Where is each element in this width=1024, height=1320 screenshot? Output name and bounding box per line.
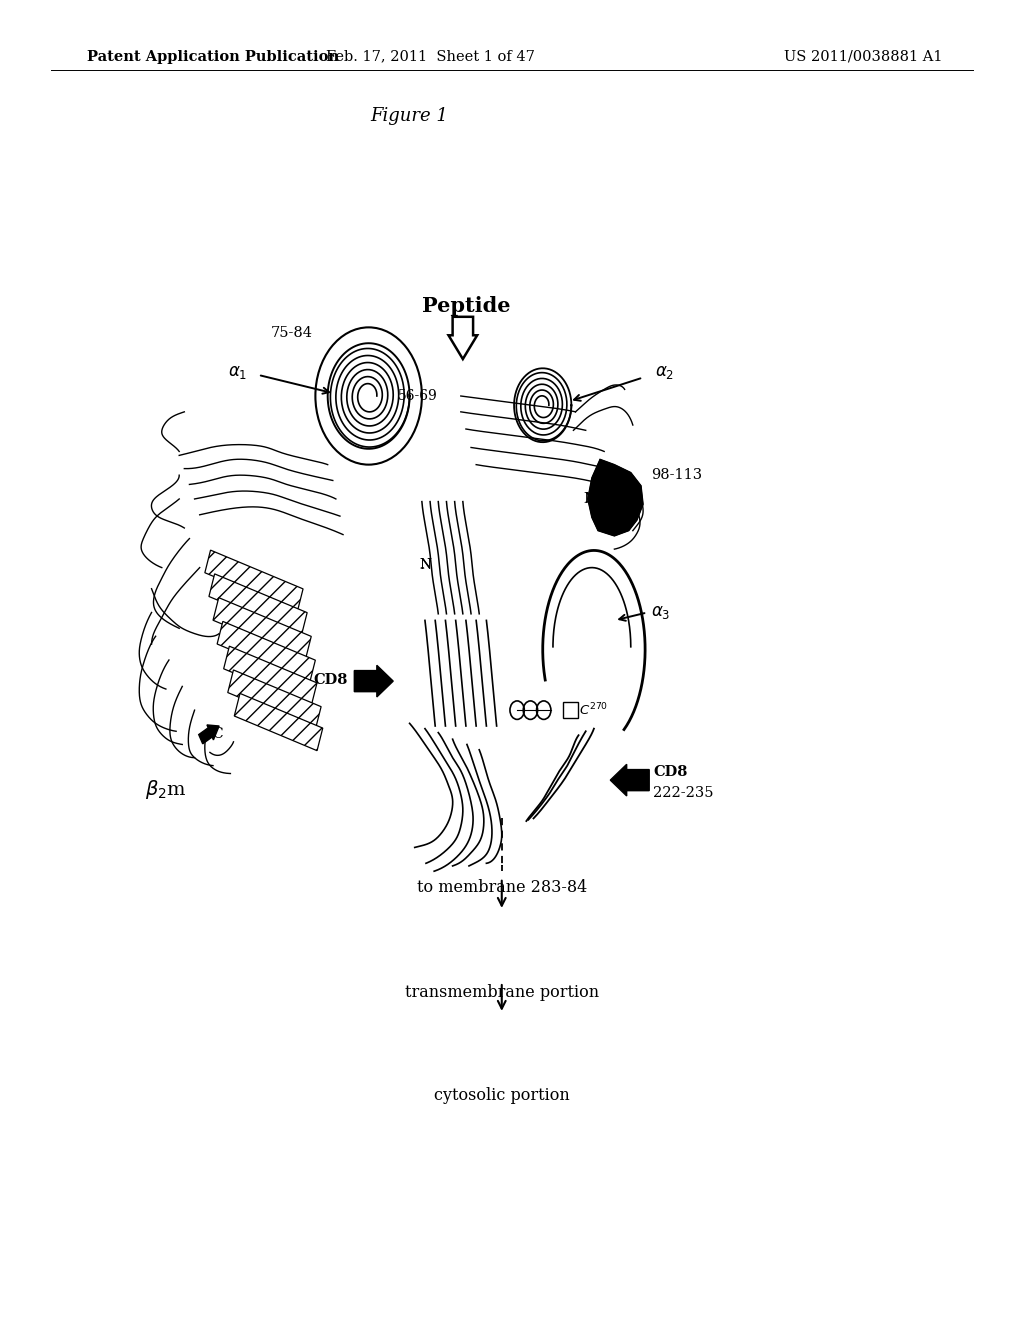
Text: Patent Application Publication: Patent Application Publication	[87, 50, 339, 63]
Text: N: N	[584, 492, 596, 506]
FancyArrow shape	[354, 665, 393, 697]
Text: 98-113: 98-113	[651, 469, 702, 482]
Text: C: C	[212, 727, 222, 741]
Text: N: N	[419, 558, 431, 572]
Text: $\alpha_3$: $\alpha_3$	[651, 603, 671, 622]
Text: transmembrane portion: transmembrane portion	[404, 985, 599, 1001]
Text: 56-69: 56-69	[398, 389, 437, 403]
Text: to membrane 283-84: to membrane 283-84	[417, 879, 587, 895]
Polygon shape	[209, 574, 307, 635]
Text: Peptide: Peptide	[422, 296, 510, 317]
Polygon shape	[227, 671, 322, 729]
Text: CD8: CD8	[653, 766, 688, 779]
Polygon shape	[217, 622, 315, 682]
Polygon shape	[213, 598, 311, 659]
Text: 222-235: 222-235	[653, 787, 714, 800]
Text: N: N	[584, 492, 596, 506]
Text: $\beta_2$m: $\beta_2$m	[145, 777, 186, 801]
Bar	[563, 702, 578, 718]
FancyArrow shape	[199, 725, 219, 743]
Polygon shape	[234, 693, 323, 751]
Polygon shape	[588, 459, 643, 536]
Text: $C^{270}$: $C^{270}$	[579, 702, 607, 718]
Text: 75-84: 75-84	[270, 326, 313, 339]
FancyArrow shape	[449, 317, 477, 359]
Text: $\alpha_2$: $\alpha_2$	[655, 363, 675, 381]
Text: Figure 1: Figure 1	[371, 107, 449, 125]
Text: US 2011/0038881 A1: US 2011/0038881 A1	[783, 50, 942, 63]
Text: cytosolic portion: cytosolic portion	[434, 1088, 569, 1104]
Text: $\alpha_1$: $\alpha_1$	[228, 363, 247, 381]
Polygon shape	[223, 647, 317, 705]
FancyArrow shape	[610, 764, 649, 796]
Polygon shape	[205, 550, 303, 611]
Text: N: N	[419, 558, 431, 572]
Text: Feb. 17, 2011  Sheet 1 of 47: Feb. 17, 2011 Sheet 1 of 47	[326, 50, 535, 63]
Text: CD8: CD8	[313, 673, 348, 686]
